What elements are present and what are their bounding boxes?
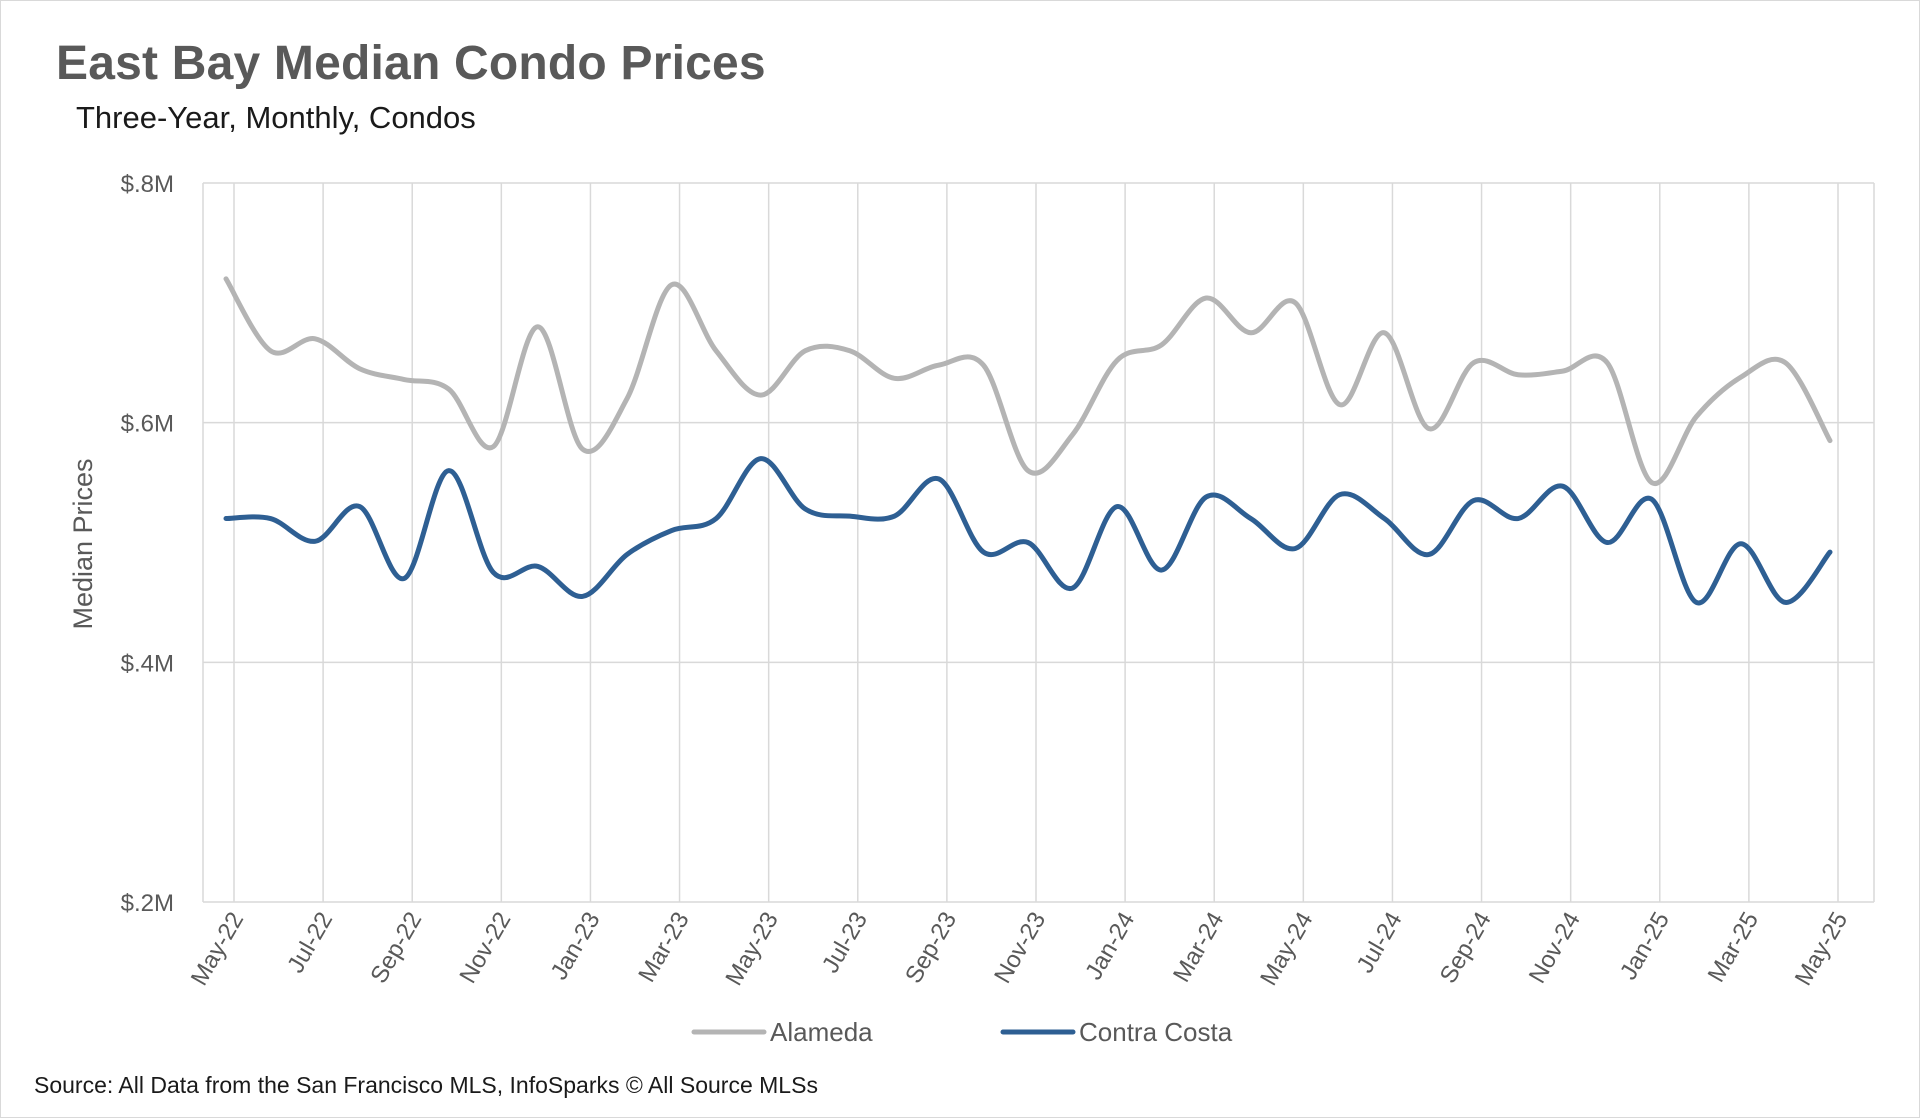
- x-axis-ticks: May-22 Jul-22 Sep-22 Nov-22 Jan-23 Mar-23 May-…: [186, 908, 1853, 991]
- x-tick-label: Jul-24: [1352, 908, 1408, 978]
- x-tick-label: Mar-24: [1168, 908, 1229, 987]
- series-line-contra-costa: [223, 456, 1833, 606]
- x-tick-label: Jan-25: [1615, 908, 1675, 985]
- x-tick-label: Sep-22: [365, 908, 427, 989]
- x-tick-label: May-22: [186, 908, 249, 991]
- x-tick-label: Mar-23: [633, 908, 694, 987]
- vertical-gridlines: [202, 183, 1875, 902]
- y-axis-ticks: $.8M $.6M $.4M $.2M: [121, 171, 174, 917]
- x-tick-label: Sep-24: [1435, 908, 1497, 989]
- series-lines: [223, 276, 1833, 606]
- y-tick-label: $.4M: [121, 650, 174, 677]
- y-tick-label: $.8M: [121, 171, 174, 198]
- x-tick-label: Jan-24: [1080, 908, 1140, 985]
- x-tick-label: Jul-23: [817, 908, 873, 978]
- chart-subtitle: Three-Year, Monthly, Condos: [76, 100, 476, 135]
- x-tick-label: Nov-24: [1524, 908, 1586, 989]
- y-axis-label: Median Prices: [68, 458, 98, 629]
- x-tick-label: Jan-23: [546, 908, 606, 985]
- legend-item-contra-costa-label: Contra Costa: [1079, 1017, 1233, 1047]
- x-tick-label: May-24: [1255, 908, 1318, 991]
- x-tick-label: May-25: [1790, 908, 1853, 991]
- series-line-alameda: [223, 276, 1833, 486]
- y-tick-label: $.6M: [121, 411, 174, 438]
- y-tick-label: $.2M: [121, 890, 174, 917]
- x-tick-label: Jul-22: [282, 908, 338, 978]
- x-tick-label: May-23: [720, 908, 783, 991]
- x-tick-label: Nov-23: [989, 908, 1051, 989]
- horizontal-gridlines: [203, 182, 1874, 903]
- chart-title: East Bay Median Condo Prices: [56, 37, 766, 90]
- source-note: Source: All Data from the San Francisco …: [34, 1072, 818, 1098]
- x-tick-label: Nov-22: [454, 908, 516, 989]
- legend: Alameda Contra Costa: [691, 1017, 1233, 1047]
- legend-item-alameda-label: Alameda: [770, 1017, 873, 1047]
- x-tick-label: Mar-25: [1703, 908, 1764, 987]
- x-tick-label: Sep-23: [900, 908, 962, 989]
